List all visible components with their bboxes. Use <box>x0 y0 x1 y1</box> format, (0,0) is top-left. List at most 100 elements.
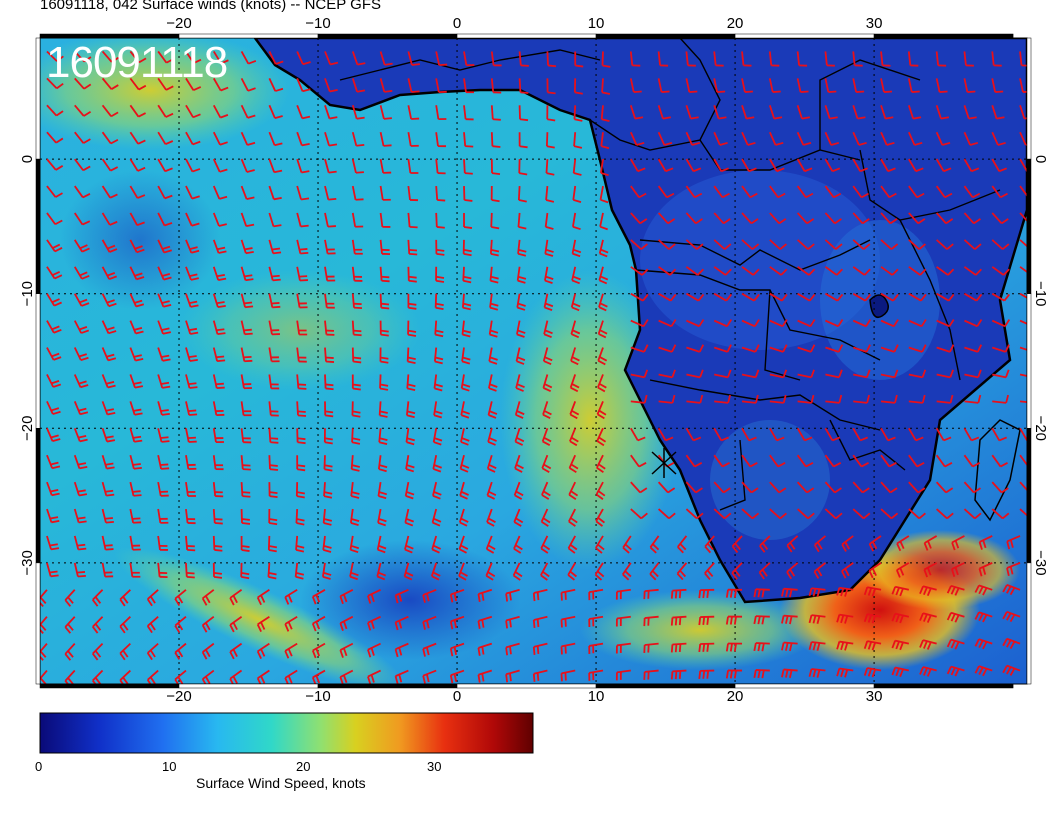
wind-barb <box>351 239 363 255</box>
wind-barb <box>685 51 696 67</box>
wind-barb <box>449 615 465 630</box>
wind-barb <box>540 508 551 527</box>
wind-barb <box>907 78 920 93</box>
wind-barb <box>435 185 446 202</box>
wind-barb <box>240 77 256 92</box>
wind-barb <box>868 562 882 579</box>
wind-barb <box>852 481 870 494</box>
wind-barb <box>349 562 359 581</box>
wind-barb <box>713 454 730 468</box>
wind-barb <box>658 292 677 302</box>
wind-barb <box>649 562 660 581</box>
wind-barb <box>936 508 954 520</box>
wind-barb <box>157 481 169 497</box>
wind-barb <box>825 344 844 353</box>
wind-barb <box>449 642 465 657</box>
wind-barb <box>824 239 843 250</box>
lon-tick-label: −20 <box>166 15 191 32</box>
wind-barb <box>1019 212 1027 223</box>
wind-barb <box>157 77 174 91</box>
wind-barb <box>643 669 659 680</box>
wind-barb <box>741 51 752 67</box>
wind-barb <box>101 212 118 226</box>
wind-barb <box>458 562 468 581</box>
wind-barb <box>741 292 760 302</box>
wind-barb <box>670 669 687 680</box>
wind-barb <box>324 293 335 309</box>
wind-barb <box>73 535 87 551</box>
wind-barb <box>377 455 388 473</box>
wind-barb <box>935 105 950 120</box>
wind-barb <box>284 615 298 632</box>
wind-barb <box>296 401 307 417</box>
wind-barb <box>460 428 470 446</box>
wind-barb <box>769 369 788 379</box>
wind-barb <box>449 588 465 603</box>
wind-barb <box>101 104 119 118</box>
wind-barb <box>73 320 90 334</box>
wind-barb <box>367 669 381 684</box>
wind-barb <box>46 158 64 171</box>
wind-barb <box>324 266 336 282</box>
wind-barb <box>212 77 229 92</box>
wind-barb <box>485 535 496 554</box>
wind-barb <box>824 481 842 494</box>
wind-barb <box>157 455 170 470</box>
wind-barb <box>852 319 872 328</box>
wind-barb <box>268 401 279 417</box>
colorbar-tick: 20 <box>296 759 311 774</box>
wind-barb <box>569 401 580 420</box>
wind-barb <box>157 320 172 335</box>
wind-barb <box>432 455 442 473</box>
wind-barb <box>824 292 844 302</box>
wind-barb <box>296 104 311 120</box>
wind-barb <box>212 320 226 336</box>
wind-barb <box>908 185 925 199</box>
wind-barb <box>101 131 119 145</box>
wind-barb <box>73 508 87 524</box>
wind-barb <box>908 369 927 379</box>
wind-barb <box>568 508 578 527</box>
wind-barb <box>964 394 982 404</box>
wind-barb <box>658 508 676 520</box>
wind-barb <box>240 293 254 309</box>
wind-barb <box>532 642 548 655</box>
wind-barb <box>490 159 501 176</box>
wind-barb <box>597 374 607 393</box>
wind-barb <box>268 509 278 526</box>
wind-barb <box>379 105 392 120</box>
wind-barb <box>422 588 437 603</box>
wind-barb <box>1019 400 1027 404</box>
wind-barb <box>657 78 670 93</box>
lon-tick-label: −20 <box>166 688 191 705</box>
wind-barb <box>741 239 760 250</box>
wind-barb <box>615 615 631 627</box>
wind-barb <box>951 535 965 551</box>
wind-barb <box>836 613 854 624</box>
wind-barb <box>505 588 520 602</box>
wind-barb <box>713 51 724 67</box>
wind-barb <box>544 212 554 230</box>
wind-barb <box>588 669 604 681</box>
wind-barb <box>461 293 472 311</box>
wind-barb <box>769 319 788 328</box>
wind-barb <box>514 401 525 419</box>
wind-barb <box>185 347 198 362</box>
wind-barb <box>240 51 257 65</box>
wind-barb <box>394 642 409 658</box>
wind-barb <box>546 51 557 68</box>
wind-barb <box>769 185 786 199</box>
frame-tick-bar <box>178 683 319 689</box>
wind-barb <box>963 131 979 146</box>
wind-barb <box>853 394 870 404</box>
wind-barb <box>991 508 1010 520</box>
wind-barb <box>532 588 548 602</box>
lon-tick-label: 30 <box>866 15 883 32</box>
wind-barb <box>540 562 550 581</box>
wind-barb <box>422 615 437 630</box>
wind-barb <box>405 455 415 473</box>
wind-barb <box>129 320 144 335</box>
wind-barb <box>101 293 117 308</box>
wind-barb <box>101 158 119 172</box>
